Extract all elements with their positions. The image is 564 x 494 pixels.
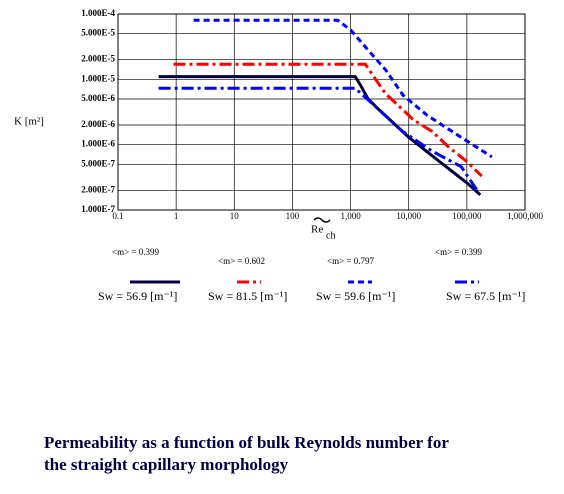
axis-glyph	[313, 217, 331, 223]
series-line	[173, 62, 483, 178]
y-tick-label: 5.000E-6	[81, 93, 115, 103]
x-tick-label: 10,000	[396, 211, 421, 221]
series-line	[158, 75, 482, 197]
x-tick-label: 10	[230, 211, 240, 221]
caption: Permeability as a function of bulk Reyno…	[44, 433, 449, 452]
x-tick-label: 100	[286, 211, 300, 221]
legend-m-label: <m> = 0.399	[435, 247, 482, 257]
y-tick-label: 2.000E-7	[81, 184, 115, 194]
legend-m-label: <m> = 0.602	[218, 256, 265, 266]
legend-entry: Sw = 67.5 [m⁻¹]	[446, 289, 525, 303]
series-line	[158, 86, 479, 192]
x-axis-label: Re	[311, 224, 323, 236]
series-line	[193, 18, 493, 159]
x-tick-label: 1	[174, 211, 179, 221]
legend-entry: Sw = 56.9 [m⁻¹]	[98, 289, 177, 303]
x-tick-label: 0.1	[112, 211, 123, 221]
y-tick-label: 2.000E-5	[81, 54, 115, 64]
y-tick-label: 5.000E-7	[81, 158, 115, 168]
caption: the straight capillary morphology	[44, 455, 289, 474]
x-tick-label: 1,000,000	[507, 211, 544, 221]
y-tick-label: 1.000E-7	[81, 204, 115, 214]
x-axis-label-subscript: ch	[326, 230, 335, 241]
legend-entry: Sw = 59.6 [m⁻¹]	[316, 289, 395, 303]
x-tick-label: 1,000	[340, 211, 361, 221]
y-axis-label: K [m²]	[14, 116, 44, 128]
y-tick-label: 1.000E-5	[81, 73, 115, 83]
y-tick-label: 5.000E-5	[81, 28, 115, 38]
y-tick-label: 1.000E-6	[81, 139, 115, 149]
y-tick-label: 2.000E-6	[81, 119, 115, 129]
legend-m-label: <m> = 0.797	[327, 256, 374, 266]
legend-m-label: <m> = 0.399	[112, 247, 159, 257]
y-tick-label: 1.000E-4	[81, 8, 115, 18]
x-tick-label: 100,000	[452, 211, 482, 221]
plot-frame	[117, 13, 526, 211]
legend-entry: Sw = 81.5 [m⁻¹]	[208, 289, 287, 303]
